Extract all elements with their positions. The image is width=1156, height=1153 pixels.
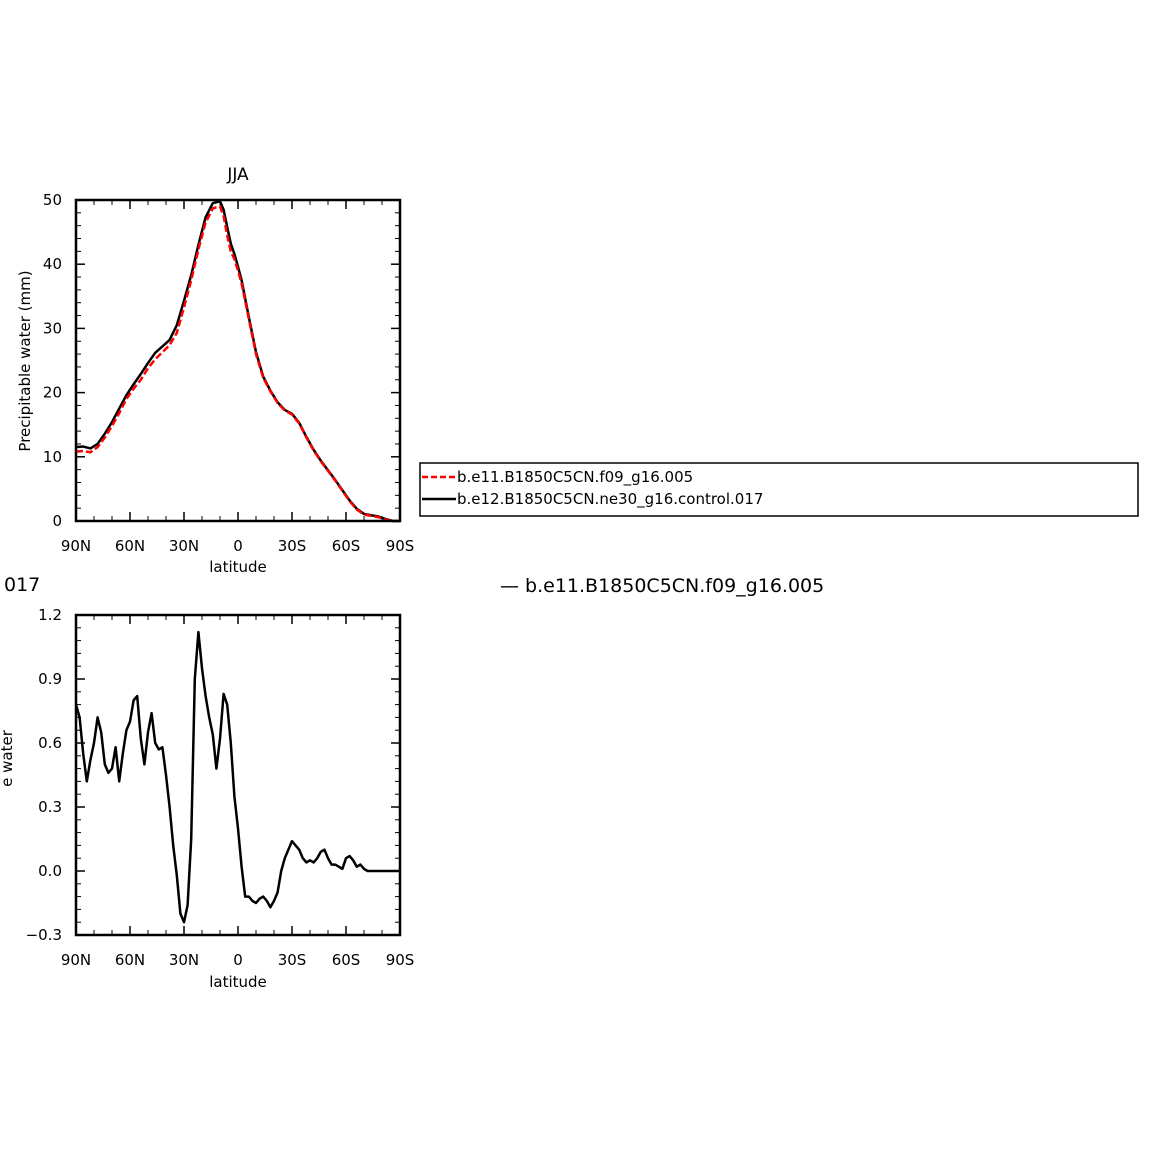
top-y-tick-label: 10 — [43, 448, 62, 466]
legend-entry-1: b.e12.B1850C5CN.ne30_g16.control.017 — [457, 490, 763, 509]
top-series-line-1 — [75, 200, 400, 523]
bottom-x-tick-label: 90N — [61, 951, 91, 969]
bottom-y-tick-label: 0.3 — [38, 798, 62, 816]
top-x-tick-label: 90N — [61, 537, 91, 555]
bottom-x-tick-label: 60S — [332, 951, 361, 969]
top-x-tick-label: 30N — [169, 537, 199, 555]
top-panel: JJA 90N 60N 30N 0 30S 60S 90S 0 10 20 30 40 50 latit… — [16, 165, 414, 576]
legend-box — [419, 462, 1139, 517]
top-x-tick-label: 30S — [278, 537, 307, 555]
bottom-x-tick-label: 30S — [278, 951, 307, 969]
top-plot-title: JJA — [226, 165, 249, 185]
bottom-x-tick-label: 60N — [115, 951, 145, 969]
top-x-tick-label: 90S — [386, 537, 415, 555]
top-plot-area: 90N 60N 30N 0 30S 60S 90S 0 10 20 30 40 50 — [43, 191, 414, 555]
bottom-x-tick-label: 0 — [233, 951, 243, 969]
bottom-plot-area: 90N 60N 30N 0 30S 60S 90S −0.3 0.0 0.3 0.6 0.9 1.2 — [26, 606, 415, 969]
bottom-plot-frame — [74, 613, 402, 937]
top-y-tick-label: 50 — [43, 191, 62, 209]
bottom-y-axis-title: Precipitable water (mm) — [0, 684, 16, 865]
bottom-y-tick-label: 0.0 — [38, 862, 62, 880]
top-y-tick-label: 40 — [43, 255, 62, 273]
bottom-x-tick-label: 30N — [169, 951, 199, 969]
top-x-tick-label: 60N — [115, 537, 145, 555]
bottom-y-tick-label: 0.6 — [38, 734, 62, 752]
top-x-tick-label: 0 — [233, 537, 243, 555]
top-series-line-0 — [75, 205, 400, 523]
bottom-y-tick-label: −0.3 — [26, 926, 62, 944]
clipped-right-text: — b.e11.B1850C5CN.f09_g16.005 — [500, 575, 824, 597]
top-y-axis-title: Precipitable water (mm) — [16, 270, 34, 451]
legend-entry-0: b.e11.B1850C5CN.f09_g16.005 — [457, 468, 693, 487]
bottom-y-tick-label: 1.2 — [38, 606, 62, 624]
bottom-y-tick-label: 0.9 — [38, 670, 62, 688]
top-y-tick-label: 0 — [52, 512, 62, 530]
bottom-panel: 90N 60N 30N 0 30S 60S 90S −0.3 0.0 0.3 0.6 0.9 1.2 l… — [0, 606, 414, 991]
top-y-tick-label: 20 — [43, 384, 62, 402]
top-x-axis-title: latitude — [209, 558, 267, 576]
top-plot-frame — [74, 198, 402, 523]
top-y-tick-label: 30 — [43, 319, 62, 337]
clipped-left-text: 017 — [4, 574, 40, 596]
legend: b.e11.B1850C5CN.f09_g16.005 b.e12.B1850C… — [419, 462, 1139, 517]
bottom-x-tick-label: 90S — [386, 951, 415, 969]
top-x-tick-label: 60S — [332, 537, 361, 555]
bottom-series-line-0 — [74, 630, 400, 924]
bottom-x-axis-title: latitude — [209, 973, 267, 991]
